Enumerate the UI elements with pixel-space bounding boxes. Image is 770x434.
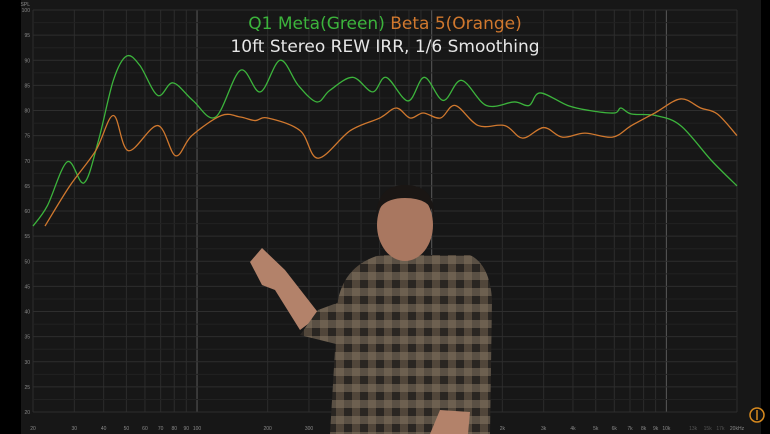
chart-title: Q1 Meta(Green) Beta 5(Orange) [0,14,770,34]
x-tick-label: 4k [570,426,576,432]
presenter-shirt [330,255,492,434]
y-tick-label: 100 [22,8,31,14]
x-tick-label: 20kHz [730,426,745,432]
x-tick-label: 40 [101,426,107,432]
x-tick-label: 10k [662,426,671,432]
y-tick-label: 50 [24,259,30,265]
y-tick-label: 95 [24,33,30,39]
x-tick-label: 50 [124,426,130,432]
y-tick-label: 30 [24,360,30,366]
title-orange: Beta 5(Orange) [384,14,522,34]
x-tick-label: 5k [593,426,599,432]
presenter [250,185,765,434]
x-tick-label: 3k [541,426,547,432]
y-tick-label: 55 [24,234,30,240]
x-tick-label: 60 [142,426,148,432]
x-tick-label: 13k [689,426,698,432]
y-tick-label: 35 [24,335,30,341]
y-tick-label: 80 [24,109,30,115]
y-tick-label: 45 [24,284,30,290]
series-line-green [32,54,738,227]
x-tick-label: 6k [612,426,618,432]
presenter-arm [300,300,345,345]
x-tick-label: 9k [653,426,659,432]
x-tick-label: 80 [172,426,178,432]
chart-subtitle: 10ft Stereo REW IRR, 1/6 Smoothing [230,37,540,57]
presenter-hand [250,248,320,330]
y-tick-label: 85 [24,83,30,89]
presenter-left-hand [430,410,470,434]
x-tick-label: 30 [72,426,78,432]
y-tick-label: 25 [24,385,30,391]
series-line-orange [44,98,738,227]
x-tick-label: 15k [704,426,713,432]
x-tick-label: 70 [158,426,164,432]
presenter-face [377,189,433,261]
y-tick-label: 70 [24,159,30,165]
y-tick-label: 90 [24,58,30,64]
x-tick-label: 8k [641,426,647,432]
x-tick-label: 17k [716,426,725,432]
y-tick-label: 65 [24,184,30,190]
x-tick-label: 100 [193,426,202,432]
x-tick-label: 90 [184,426,190,432]
x-tick-label: 200 [263,426,272,432]
x-tick-label: 20 [30,426,36,432]
y-tick-label: 60 [24,209,30,215]
x-tick-label: 2k [500,426,506,432]
presenter-hair [376,185,434,215]
x-tick-label: 7k [627,426,633,432]
x-tick-label: 300 [305,426,314,432]
y-axis-label: SPL [21,2,31,8]
title-green: Q1 Meta(Green) [248,14,385,34]
y-tick-label: 20 [24,410,30,416]
y-tick-label: 75 [24,134,30,140]
y-tick-label: 40 [24,310,30,316]
